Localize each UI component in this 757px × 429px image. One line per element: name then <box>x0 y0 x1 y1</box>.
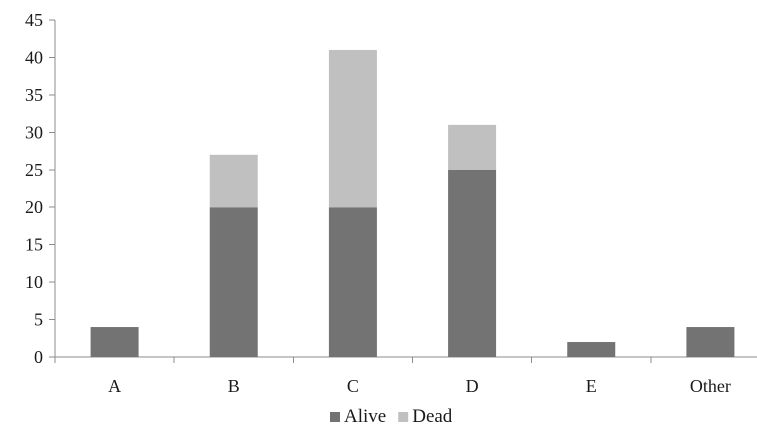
x-tick-label: B <box>228 376 240 396</box>
x-tick-label: Other <box>690 376 731 396</box>
bar-dead-d <box>448 124 497 170</box>
y-tick-label: 0 <box>34 347 43 367</box>
x-axis: A B C D E Other <box>54 356 757 396</box>
legend-label-dead: Dead <box>412 406 453 427</box>
y-tick-label: 30 <box>25 122 43 142</box>
legend-swatch-alive <box>330 412 340 422</box>
y-tick-label: 40 <box>25 47 43 67</box>
y-tick-label: 5 <box>34 310 43 330</box>
x-tick-label: A <box>108 376 121 396</box>
bar-alive-e <box>567 342 616 357</box>
bar-dead-b <box>209 154 258 208</box>
bar-dead-c <box>328 49 377 208</box>
legend-swatch-dead <box>398 412 409 422</box>
y-tick-label: 20 <box>25 197 43 217</box>
bar-alive-c <box>328 207 377 357</box>
y-tick-label: 25 <box>25 160 43 180</box>
x-tick-label: D <box>466 376 479 396</box>
y-tick-label: 10 <box>25 272 43 292</box>
legend: Alive Dead <box>330 406 453 427</box>
x-tick-label: C <box>347 376 359 396</box>
y-tick-label: 15 <box>25 235 43 255</box>
bar-alive-other <box>686 327 735 357</box>
bars-group <box>90 49 735 357</box>
bar-alive-d <box>448 169 497 357</box>
bar-alive-a <box>90 327 139 357</box>
bar-alive-b <box>209 207 258 357</box>
y-axis: 0 5 10 15 20 25 30 35 40 45 <box>25 10 56 367</box>
y-tick-label: 35 <box>25 85 43 105</box>
legend-label-alive: Alive <box>344 406 386 427</box>
y-tick-label: 45 <box>25 10 43 30</box>
x-tick-label: E <box>586 376 597 396</box>
